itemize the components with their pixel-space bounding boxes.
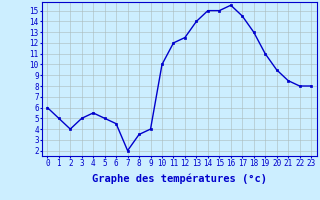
X-axis label: Graphe des températures (°c): Graphe des températures (°c) <box>92 173 267 184</box>
